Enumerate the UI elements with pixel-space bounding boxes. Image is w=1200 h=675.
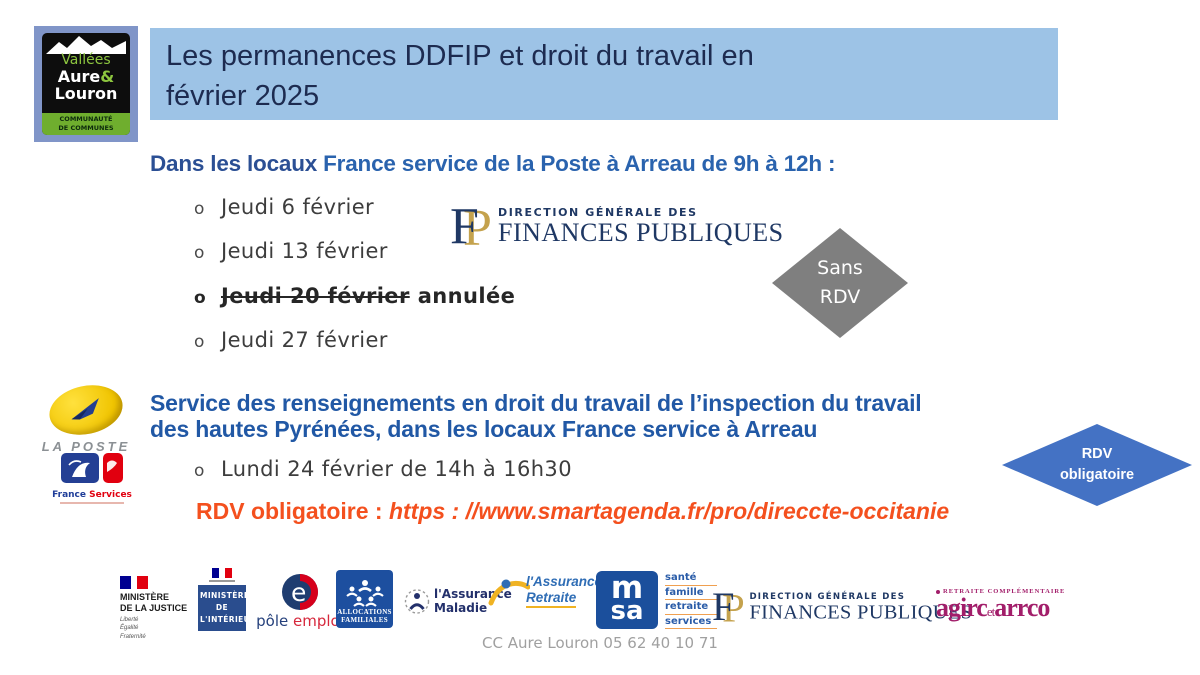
dgfip-text: DIRECTION GÉNÉRALE DES FINANCES PUBLIQUE… xyxy=(749,591,972,622)
svg-text:F: F xyxy=(450,198,479,254)
svg-text:P: P xyxy=(722,586,743,629)
marianne-icon xyxy=(61,453,123,483)
msa-logo: m sa santé famille retraite services xyxy=(596,571,717,629)
rdv-label: RDV obligatoire : xyxy=(196,498,389,524)
section2-bullet: o Lundi 24 février de 14h à 16h30 xyxy=(194,457,572,481)
dgfip-finances-label: FINANCES PUBLIQUES xyxy=(749,600,973,624)
section2-heading: Service des renseignements en droit du t… xyxy=(150,390,922,442)
sans-rdv-badge: Sans RDV xyxy=(772,228,908,338)
dgfip-logo-small: P F DIRECTION GÉNÉRALE DES FINANCES PUBL… xyxy=(712,585,972,629)
agirc-arrco-logo: RETRAITE COMPLÉMENTAIRE agircetarrco xyxy=(936,588,1065,621)
bullet-marker: o xyxy=(194,287,207,308)
cancelled-note: annulée xyxy=(417,283,516,308)
pole-emploi-logo: e pôle emploi xyxy=(256,573,344,630)
interieur-label: MINISTÈRE DE L'INTÉRIEUR xyxy=(198,585,256,631)
dgfip-direction-label: DIRECTION GÉNÉRALE DES xyxy=(749,591,906,602)
footer-caption: CC Aure Louron 05 62 40 10 71 xyxy=(482,634,718,652)
appointment-date: Lundi 24 février de 14h à 16h30 xyxy=(221,457,572,481)
rdv-line: RDV obligatoire : https : //www.smartage… xyxy=(196,498,949,525)
laposte-label: LA POSTE xyxy=(41,439,131,454)
interieur-emblem xyxy=(198,566,246,585)
msa-word: services xyxy=(665,615,717,629)
badge-line1: RDV xyxy=(1081,445,1113,462)
ministere-interieur-logo: MINISTÈRE DE L'INTÉRIEUR xyxy=(198,566,256,631)
svg-text:P: P xyxy=(463,200,490,254)
dgfip-logo: P F DIRECTION GÉNÉRALE DES FINANCES PUBL… xyxy=(712,585,972,629)
decorative-line xyxy=(209,580,235,582)
ccval-logo: Vallées Aure& Louron COMMUNAUTÉ DE COMMU… xyxy=(34,26,138,142)
bullet-marker: o xyxy=(194,331,205,352)
ccval-logo-inner: Vallées Aure& Louron COMMUNAUTÉ DE COMMU… xyxy=(42,33,130,135)
list-item: o Jeudi 6 février xyxy=(194,194,515,220)
list-item: o Jeudi 13 février xyxy=(194,238,515,264)
msa-word: retraite xyxy=(665,600,717,615)
caf-figures-icon xyxy=(345,579,384,607)
list-item: o Jeudi 27 février xyxy=(194,327,515,353)
mountains-icon xyxy=(46,36,126,54)
france-services-tagline xyxy=(60,502,124,504)
ccval-line1: Vallées xyxy=(61,52,111,68)
ccval-band: COMMUNAUTÉ DE COMMUNES xyxy=(42,113,130,135)
schedule-list: o Jeudi 6 février o Jeudi 13 février o Jeud… xyxy=(194,194,515,371)
justice-motto: Liberté Égalité Fraternité xyxy=(120,616,146,640)
badge-line1: Sans xyxy=(817,256,863,279)
justice-label: MINISTÈRE DE LA JUSTICE xyxy=(120,592,188,613)
msa-word: santé xyxy=(665,571,717,586)
france-services-logo: France Services xyxy=(52,451,132,504)
laposte-bird-icon xyxy=(44,378,128,442)
msa-icon: m sa xyxy=(596,571,658,629)
laposte-logo: LA POSTE xyxy=(30,378,142,454)
ccval-line2: Aure& xyxy=(57,66,115,86)
assurance-maladie-icon xyxy=(404,589,430,614)
bullet-marker: o xyxy=(194,199,205,219)
bird-icon xyxy=(71,398,99,420)
dgfip-monogram-icon: P F xyxy=(712,585,743,629)
french-flag-icon xyxy=(120,576,148,589)
dgfip-finances-label: FINANCES PUBLIQUES xyxy=(498,217,784,247)
msa-words: santé famille retraite services xyxy=(665,571,717,629)
agirc-main-label: agircetarrco xyxy=(936,593,1050,622)
schedule-date: Jeudi 27 février xyxy=(221,327,388,352)
bullet-marker: o xyxy=(194,461,205,481)
dgfip-monogram-icon: P F xyxy=(450,198,490,254)
rdv-url-link[interactable]: https : //www.smartagenda.fr/pro/direcct… xyxy=(388,498,950,524)
assurance-retraite-logo: l'Assurance Retraite xyxy=(488,574,602,608)
badge-line2: obligatoire xyxy=(1059,467,1135,483)
ministere-justice-logo: MINISTÈRE DE LA JUSTICE Liberté Égalité … xyxy=(120,576,200,642)
france-services-label: France Services xyxy=(52,490,132,500)
section1-heading-part1: Dans les locaux xyxy=(150,151,324,176)
schedule-date: Jeudi 13 février xyxy=(221,239,388,264)
allocations-familiales-logo: ALLOCATIONS FAMILIALES xyxy=(336,570,393,628)
dgfip-logo: P F DIRECTION GÉNÉRALE DES FINANCES PUBL… xyxy=(450,198,784,254)
pole-emploi-label: pôle emploi xyxy=(256,612,344,630)
list-item-cancelled: o Jeudi 20 février annulée xyxy=(194,283,515,309)
slide-title: Les permanences DDFIP et droit du travai… xyxy=(150,28,1058,120)
dot-icon xyxy=(936,589,940,594)
assurance-retraite-icon xyxy=(488,579,530,606)
schedule-date: Jeudi 6 février xyxy=(221,195,375,219)
dgfip-text: DIRECTION GÉNÉRALE DES FINANCES PUBLIQUE… xyxy=(498,206,784,246)
agirc-top-label: RETRAITE COMPLÉMENTAIRE xyxy=(936,588,1065,595)
ccval-ampersand: & xyxy=(100,66,115,86)
svg-text:e: e xyxy=(291,578,306,607)
ccval-line3: Louron xyxy=(54,84,118,104)
svg-text:F: F xyxy=(712,585,735,629)
schedule-date-struck: o Jeudi 20 février xyxy=(194,283,410,308)
badge-line2: RDV xyxy=(819,286,861,308)
french-flag-icon xyxy=(212,568,232,578)
caf-label: ALLOCATIONS FAMILIALES xyxy=(337,607,392,625)
pole-emploi-icon: e xyxy=(282,574,318,610)
msa-word: famille xyxy=(665,586,717,600)
dgfip-direction-label: DIRECTION GÉNÉRALE DES xyxy=(498,205,698,219)
assurance-retraite-label: l'Assurance Retraite xyxy=(526,574,602,608)
section1-heading-part2: France service de la Poste à Arreau de 9… xyxy=(323,151,836,176)
rdv-obligatoire-badge: RDV obligatoire xyxy=(1002,424,1192,506)
bullet-marker: o xyxy=(194,243,205,264)
section1-heading: Dans les locaux France service de la Pos… xyxy=(150,151,835,177)
